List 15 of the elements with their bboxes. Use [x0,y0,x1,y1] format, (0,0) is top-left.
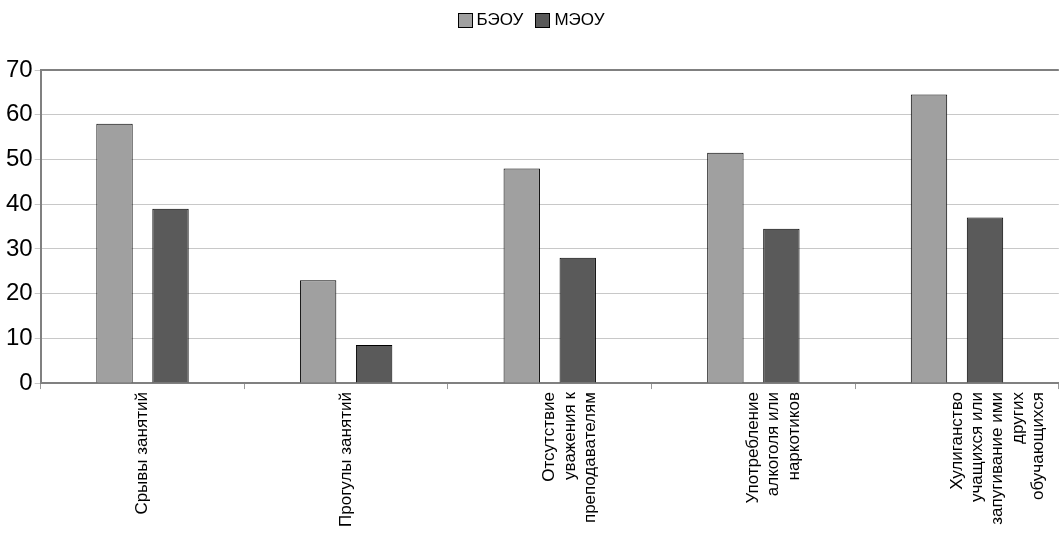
x-tick-label: Хулиганство учащихся или запугивание ими других обучающихся [946,391,1048,525]
x-tick-label: Отсутствие уважения к преподавателям [539,391,600,524]
y-tick-label: 0 [19,367,33,395]
y-tick-label: 50 [5,144,33,172]
x-tick-label: Употребление алкоголя или наркотиков [743,392,803,504]
legend-label: МЭОУ [554,10,605,30]
y-tick-label: 70 [5,54,33,82]
y-tick-label: 10 [5,322,33,350]
y-tick-label: 60 [5,99,33,127]
legend-label: БЭОУ [476,10,524,30]
x-tick-label: Срывы занятий [132,392,152,515]
x-tick-label: Прогулы занятий [335,392,355,527]
y-tick-label: 30 [5,233,33,261]
y-tick-label: 20 [5,278,33,306]
y-tick-label: 40 [5,188,33,216]
